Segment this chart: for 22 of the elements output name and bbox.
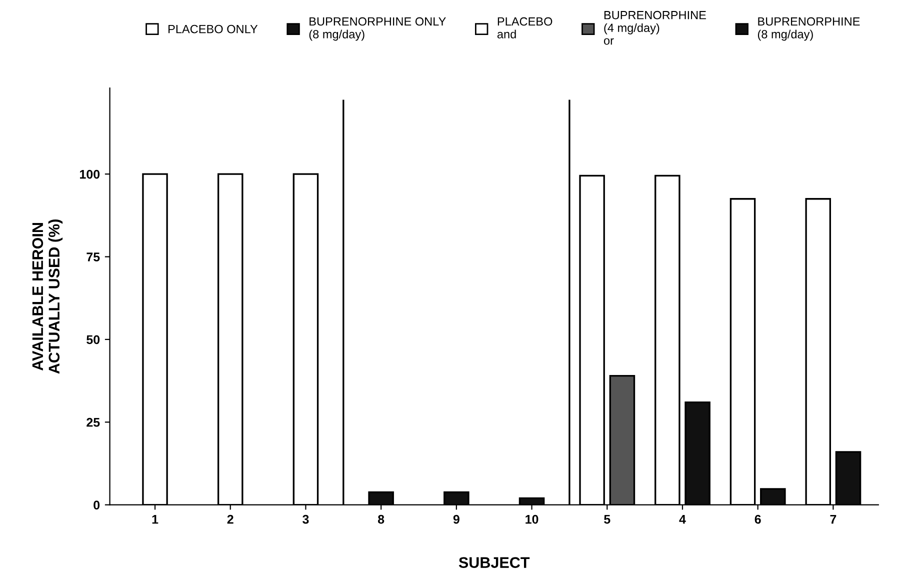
x-tick-label: 6 — [754, 514, 761, 524]
legend-label: PLACEBO ONLY — [168, 24, 258, 34]
x-axis-title: SUBJECT — [458, 557, 530, 568]
y-axis-title: AVAILABLE HEROIN ACTUALLY USED (%) — [32, 220, 63, 374]
y-tick-label: 50 — [86, 335, 100, 344]
x-tick-label: 5 — [604, 515, 610, 524]
x-tick-label: 4 — [679, 515, 686, 524]
x-tick-label: 3 — [302, 514, 309, 524]
x-tick-label: 1 — [152, 515, 158, 524]
legend-label: PLACEBO and — [497, 17, 552, 38]
legend-label: BUPRENORPHINE ONLY (8 mg/day) — [309, 17, 446, 41]
y-tick-label: 100 — [80, 170, 100, 179]
x-tick-label: 9 — [453, 514, 460, 524]
legend-label: BUPRENORPHINE (4 mg/day) or — [604, 10, 706, 45]
y-tick-label: 75 — [86, 252, 100, 262]
x-tick-label: 7 — [830, 515, 836, 524]
y-tick-label: 0 — [94, 500, 100, 510]
y-tick-label: 25 — [86, 418, 100, 427]
x-tick-label: 8 — [378, 514, 384, 524]
legend-label: BUPRENORPHINE (8 mg/day) — [758, 17, 860, 41]
x-tick-label: 10 — [526, 514, 538, 524]
x-tick-label: 2 — [227, 514, 234, 524]
